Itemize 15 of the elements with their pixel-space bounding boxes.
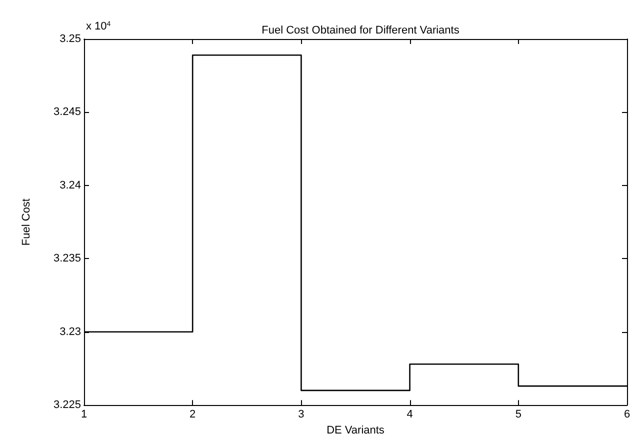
y-tick-label: 3.235 <box>53 252 81 265</box>
x-tick-label: 4 <box>406 408 413 421</box>
y-tick-label: 3.25 <box>60 33 81 45</box>
y-tick-label: 3.23 <box>60 326 81 338</box>
x-tick-label: 5 <box>515 408 522 421</box>
x-tick-label: 6 <box>624 408 630 421</box>
y-tick-label: 3.225 <box>53 399 81 412</box>
x-tick-label: 2 <box>190 408 196 421</box>
y-tick-label: 3.245 <box>53 106 81 118</box>
y-axis-title: Fuel Cost <box>20 198 32 246</box>
x-axis-title: DE Variants <box>326 424 385 436</box>
y-tick-label: 3.24 <box>60 179 81 192</box>
x-tick-label: 3 <box>298 408 304 421</box>
chart-title: Fuel Cost Obtained for Different Variants <box>262 24 460 36</box>
x-tick-label: 1 <box>80 408 88 421</box>
